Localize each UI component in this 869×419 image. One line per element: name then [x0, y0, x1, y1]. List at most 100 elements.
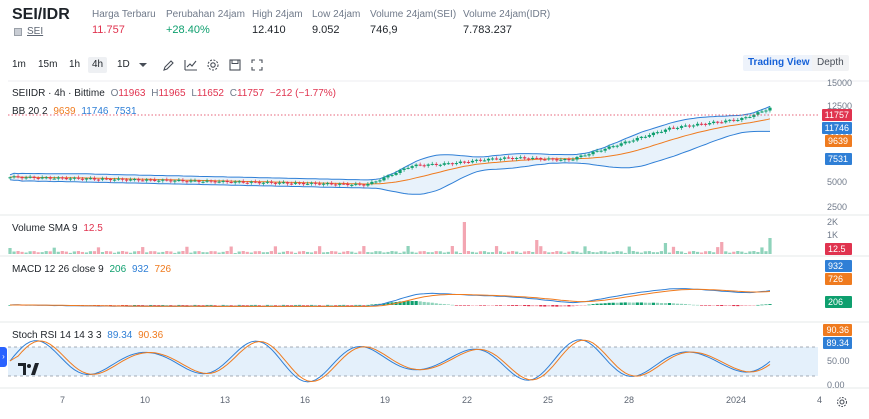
volume-bar: [362, 246, 366, 254]
save-icon[interactable]: [228, 58, 242, 72]
volume-bar: [120, 251, 125, 254]
volume-bar: [700, 252, 704, 254]
chart-settings-gear-icon[interactable]: [836, 396, 848, 408]
candle-body: [24, 177, 28, 179]
candle-body: [494, 158, 499, 160]
macd-hist-bar: [338, 304, 342, 306]
volume-bar: [129, 252, 133, 254]
timeframe-4h[interactable]: 4h: [88, 57, 108, 73]
trading-view-tab[interactable]: Trading View: [743, 55, 815, 71]
macd-hist-bar: [221, 304, 225, 306]
y-tick: 12500: [827, 101, 853, 111]
candle-body: [16, 176, 20, 178]
volume-bar: [659, 251, 664, 254]
timeframe-15m[interactable]: 15m: [38, 59, 58, 70]
candle-body: [52, 178, 56, 180]
candle-body: [390, 174, 394, 176]
candle-body: [20, 177, 24, 179]
coin-icon: [14, 27, 22, 36]
timeframe-1m[interactable]: 1m: [12, 59, 26, 70]
macd-hist-bar: [370, 304, 374, 306]
volume-bar: [462, 222, 466, 254]
x-tick: 16: [300, 395, 311, 405]
volume-bar: [555, 251, 559, 254]
macd-hist-bar: [748, 305, 752, 306]
ohlc-high: 11965: [158, 88, 186, 99]
candle-body: [539, 157, 543, 160]
volume-bar: [68, 252, 72, 254]
macd-hist-bar: [157, 305, 161, 306]
timeframe-1d[interactable]: 1D: [117, 59, 130, 70]
volume-bar: [100, 252, 105, 254]
volume-bar: [402, 251, 406, 254]
candle-body: [462, 161, 466, 163]
volume-bar: [398, 252, 402, 254]
candle-body: [507, 157, 511, 159]
volume-bar: [201, 252, 205, 254]
candle-body: [607, 146, 611, 149]
macd-hist-bar: [297, 304, 302, 306]
chevron-down-icon[interactable]: [136, 58, 150, 72]
macd-badge: 932: [825, 260, 852, 272]
volume-bar: [56, 251, 60, 254]
collapse-drawing-toolbar-button[interactable]: ›: [0, 347, 7, 367]
volume-bar: [675, 251, 680, 254]
volume-bar: [209, 251, 213, 254]
stat-label: Volume 24jam(SEI): [370, 9, 457, 20]
gear-icon[interactable]: [206, 58, 220, 72]
macd-hist-bar: [434, 303, 438, 305]
candle-body: [342, 183, 346, 185]
candle-body: [716, 121, 720, 123]
macd-hist-bar: [704, 305, 708, 306]
fullscreen-icon[interactable]: [250, 58, 264, 72]
macd-hist-bar: [768, 304, 772, 305]
indicator-icon[interactable]: [184, 58, 198, 72]
macd-hist-bar: [342, 304, 346, 306]
macd-hist-bar: [470, 305, 475, 306]
volume-bar: [185, 246, 189, 254]
volume-bar: [245, 251, 249, 254]
candle-body: [92, 178, 97, 180]
candle-body: [245, 182, 249, 184]
candle-body: [346, 183, 350, 186]
coin-link[interactable]: SEI: [27, 26, 44, 37]
macd-hist-bar: [386, 302, 390, 305]
volume-bar: [687, 251, 692, 254]
macd-hist-bar: [579, 305, 583, 306]
macd-hist-bar: [205, 304, 209, 306]
macd-hist-bar: [374, 304, 378, 305]
macd-hist-bar: [169, 305, 173, 306]
candle-body: [72, 177, 76, 179]
candle-body: [458, 161, 462, 164]
candle-body: [595, 150, 599, 152]
candle-body: [394, 172, 398, 175]
candle-body: [161, 179, 165, 181]
volume-bar: [551, 252, 555, 254]
macd-hist-bar: [764, 304, 768, 306]
candle-body: [281, 182, 286, 184]
candle-body: [579, 155, 583, 158]
stoch-band-fill: [8, 347, 818, 376]
volume-bar: [92, 251, 97, 254]
macd-hist-bar: [595, 303, 599, 305]
depth-tab[interactable]: Depth: [812, 55, 849, 71]
macd-hist-bar: [667, 303, 672, 305]
macd-hist-bar: [189, 305, 193, 306]
candle-body: [760, 111, 764, 113]
candle-body: [358, 183, 362, 185]
macd-hist-bar: [217, 305, 221, 306]
ohlc-o-label: O: [110, 88, 119, 99]
macd-hist-bar: [659, 303, 664, 305]
macd-hist-bar: [402, 301, 406, 305]
volume-y-tick: 2K: [827, 217, 839, 227]
candle-body: [169, 180, 173, 182]
volume-bar: [116, 251, 121, 254]
volume-bar: [20, 251, 24, 254]
timeframe-1h[interactable]: 1h: [69, 59, 81, 70]
volume-bar: [724, 251, 728, 254]
stat-value: +28.40%: [166, 24, 210, 36]
pencil-icon[interactable]: [162, 58, 176, 72]
candle-body: [145, 179, 149, 181]
tradingview-logo-icon[interactable]: [18, 362, 40, 376]
